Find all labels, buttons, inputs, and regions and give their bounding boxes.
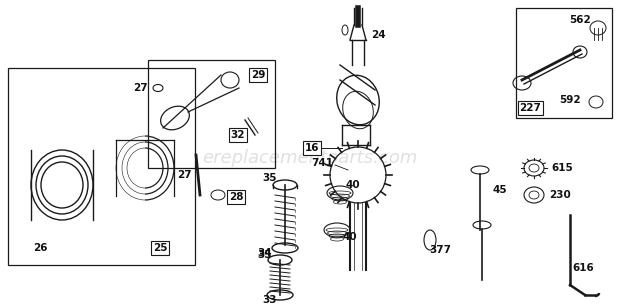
Text: 25: 25	[153, 243, 167, 253]
Text: 27: 27	[133, 83, 148, 93]
Text: 26: 26	[33, 243, 47, 253]
Text: 35: 35	[263, 173, 277, 183]
Text: 40: 40	[346, 180, 360, 190]
Text: 28: 28	[229, 192, 243, 202]
Text: 377: 377	[429, 245, 451, 255]
Text: 29: 29	[251, 70, 265, 80]
Text: 34: 34	[258, 248, 272, 258]
Text: 227: 227	[519, 103, 541, 113]
Text: 230: 230	[549, 190, 571, 200]
Bar	[516, 8, 612, 118]
Text: 32: 32	[231, 130, 246, 140]
Text: 27: 27	[177, 170, 192, 180]
Text: 616: 616	[572, 263, 594, 273]
Text: 741: 741	[311, 158, 333, 168]
Bar	[8, 68, 195, 265]
Text: 562: 562	[569, 15, 591, 25]
Text: 592: 592	[559, 95, 581, 105]
Text: 45: 45	[493, 185, 507, 195]
Text: 40: 40	[343, 232, 357, 242]
Bar	[148, 60, 275, 168]
Text: 24: 24	[371, 30, 385, 40]
Text: 16: 16	[305, 143, 319, 153]
Text: 615: 615	[551, 163, 573, 173]
Text: 35: 35	[258, 250, 272, 260]
Text: 33: 33	[263, 295, 277, 305]
Text: ereplacementparts.com: ereplacementparts.com	[202, 149, 418, 167]
